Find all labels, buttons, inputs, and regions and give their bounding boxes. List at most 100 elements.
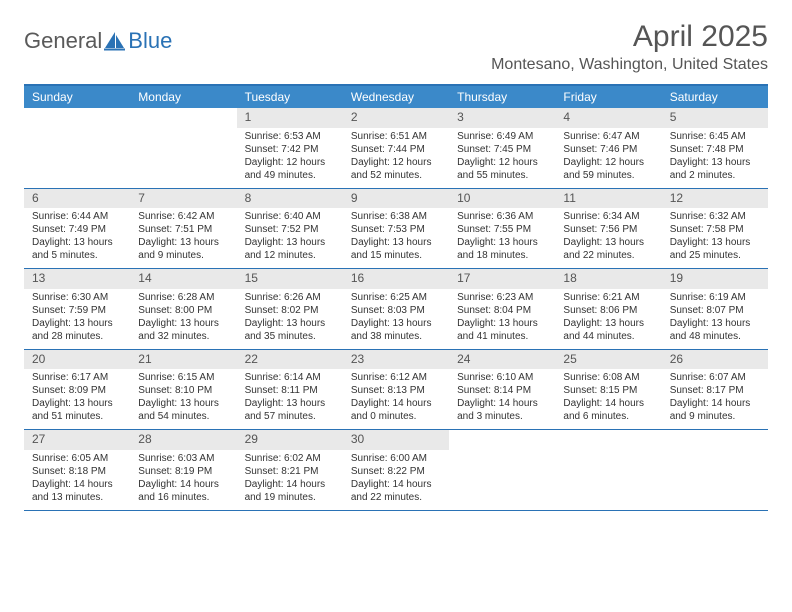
day-body: Sunrise: 6:38 AMSunset: 7:53 PMDaylight:… bbox=[343, 208, 449, 268]
sunrise-line: Sunrise: 6:38 AM bbox=[351, 210, 441, 223]
day-number: 17 bbox=[449, 269, 555, 289]
sunset-line: Sunset: 8:15 PM bbox=[563, 384, 653, 397]
day-number: 1 bbox=[237, 108, 343, 128]
sunrise-line: Sunrise: 6:42 AM bbox=[138, 210, 228, 223]
logo-text-blue: Blue bbox=[128, 28, 172, 54]
daylight-line: Daylight: 13 hours and 44 minutes. bbox=[563, 317, 653, 343]
day-cell: 25Sunrise: 6:08 AMSunset: 8:15 PMDayligh… bbox=[555, 350, 661, 430]
day-number: 21 bbox=[130, 350, 236, 370]
weekday-header: Monday bbox=[130, 86, 236, 108]
day-body: Sunrise: 6:26 AMSunset: 8:02 PMDaylight:… bbox=[237, 289, 343, 349]
sunset-line: Sunset: 7:42 PM bbox=[245, 143, 335, 156]
day-body: Sunrise: 6:32 AMSunset: 7:58 PMDaylight:… bbox=[662, 208, 768, 268]
day-cell bbox=[130, 108, 236, 188]
daylight-line: Daylight: 13 hours and 51 minutes. bbox=[32, 397, 122, 423]
day-body: Sunrise: 6:08 AMSunset: 8:15 PMDaylight:… bbox=[555, 369, 661, 429]
day-body: Sunrise: 6:14 AMSunset: 8:11 PMDaylight:… bbox=[237, 369, 343, 429]
daylight-line: Daylight: 13 hours and 15 minutes. bbox=[351, 236, 441, 262]
daylight-line: Daylight: 13 hours and 5 minutes. bbox=[32, 236, 122, 262]
sunset-line: Sunset: 7:53 PM bbox=[351, 223, 441, 236]
daylight-line: Daylight: 13 hours and 32 minutes. bbox=[138, 317, 228, 343]
sunset-line: Sunset: 7:52 PM bbox=[245, 223, 335, 236]
sunrise-line: Sunrise: 6:03 AM bbox=[138, 452, 228, 465]
daylight-line: Daylight: 12 hours and 52 minutes. bbox=[351, 156, 441, 182]
daylight-line: Daylight: 13 hours and 9 minutes. bbox=[138, 236, 228, 262]
daylight-line: Daylight: 13 hours and 48 minutes. bbox=[670, 317, 760, 343]
day-body: Sunrise: 6:07 AMSunset: 8:17 PMDaylight:… bbox=[662, 369, 768, 429]
daylight-line: Daylight: 13 hours and 35 minutes. bbox=[245, 317, 335, 343]
sunrise-line: Sunrise: 6:21 AM bbox=[563, 291, 653, 304]
page-title: April 2025 bbox=[491, 20, 768, 54]
day-body: Sunrise: 6:53 AMSunset: 7:42 PMDaylight:… bbox=[237, 128, 343, 188]
day-number: 27 bbox=[24, 430, 130, 450]
sunset-line: Sunset: 8:02 PM bbox=[245, 304, 335, 317]
logo-sail-icon bbox=[104, 31, 126, 51]
day-body: Sunrise: 6:34 AMSunset: 7:56 PMDaylight:… bbox=[555, 208, 661, 268]
day-number: 6 bbox=[24, 189, 130, 209]
day-body: Sunrise: 6:10 AMSunset: 8:14 PMDaylight:… bbox=[449, 369, 555, 429]
sunrise-line: Sunrise: 6:08 AM bbox=[563, 371, 653, 384]
sunrise-line: Sunrise: 6:51 AM bbox=[351, 130, 441, 143]
sunset-line: Sunset: 7:48 PM bbox=[670, 143, 760, 156]
day-cell: 18Sunrise: 6:21 AMSunset: 8:06 PMDayligh… bbox=[555, 269, 661, 349]
week-row: 27Sunrise: 6:05 AMSunset: 8:18 PMDayligh… bbox=[24, 430, 768, 511]
day-cell: 4Sunrise: 6:47 AMSunset: 7:46 PMDaylight… bbox=[555, 108, 661, 188]
sunrise-line: Sunrise: 6:36 AM bbox=[457, 210, 547, 223]
day-cell: 10Sunrise: 6:36 AMSunset: 7:55 PMDayligh… bbox=[449, 189, 555, 269]
day-body bbox=[24, 128, 130, 182]
header: General Blue April 2025 Montesano, Washi… bbox=[24, 20, 768, 74]
sunset-line: Sunset: 7:44 PM bbox=[351, 143, 441, 156]
sunrise-line: Sunrise: 6:07 AM bbox=[670, 371, 760, 384]
day-body bbox=[555, 450, 661, 504]
day-body: Sunrise: 6:23 AMSunset: 8:04 PMDaylight:… bbox=[449, 289, 555, 349]
sunrise-line: Sunrise: 6:14 AM bbox=[245, 371, 335, 384]
day-number bbox=[24, 108, 130, 128]
week-row: 1Sunrise: 6:53 AMSunset: 7:42 PMDaylight… bbox=[24, 108, 768, 189]
daylight-line: Daylight: 13 hours and 28 minutes. bbox=[32, 317, 122, 343]
weekday-header: Thursday bbox=[449, 86, 555, 108]
title-block: April 2025 Montesano, Washington, United… bbox=[491, 20, 768, 74]
week-row: 20Sunrise: 6:17 AMSunset: 8:09 PMDayligh… bbox=[24, 350, 768, 431]
weekday-header: Tuesday bbox=[237, 86, 343, 108]
day-body: Sunrise: 6:21 AMSunset: 8:06 PMDaylight:… bbox=[555, 289, 661, 349]
day-number bbox=[130, 108, 236, 128]
day-cell: 16Sunrise: 6:25 AMSunset: 8:03 PMDayligh… bbox=[343, 269, 449, 349]
day-body: Sunrise: 6:00 AMSunset: 8:22 PMDaylight:… bbox=[343, 450, 449, 510]
day-cell: 21Sunrise: 6:15 AMSunset: 8:10 PMDayligh… bbox=[130, 350, 236, 430]
day-number: 20 bbox=[24, 350, 130, 370]
sunrise-line: Sunrise: 6:25 AM bbox=[351, 291, 441, 304]
sunrise-line: Sunrise: 6:15 AM bbox=[138, 371, 228, 384]
day-body: Sunrise: 6:36 AMSunset: 7:55 PMDaylight:… bbox=[449, 208, 555, 268]
day-number: 19 bbox=[662, 269, 768, 289]
daylight-line: Daylight: 14 hours and 9 minutes. bbox=[670, 397, 760, 423]
sunrise-line: Sunrise: 6:32 AM bbox=[670, 210, 760, 223]
calendar: SundayMondayTuesdayWednesdayThursdayFrid… bbox=[24, 84, 768, 511]
daylight-line: Daylight: 12 hours and 59 minutes. bbox=[563, 156, 653, 182]
day-body: Sunrise: 6:44 AMSunset: 7:49 PMDaylight:… bbox=[24, 208, 130, 268]
sunset-line: Sunset: 8:11 PM bbox=[245, 384, 335, 397]
day-cell: 7Sunrise: 6:42 AMSunset: 7:51 PMDaylight… bbox=[130, 189, 236, 269]
day-number: 28 bbox=[130, 430, 236, 450]
logo: General Blue bbox=[24, 20, 172, 54]
day-number: 5 bbox=[662, 108, 768, 128]
day-body: Sunrise: 6:30 AMSunset: 7:59 PMDaylight:… bbox=[24, 289, 130, 349]
sunrise-line: Sunrise: 6:12 AM bbox=[351, 371, 441, 384]
sunset-line: Sunset: 7:56 PM bbox=[563, 223, 653, 236]
day-number: 2 bbox=[343, 108, 449, 128]
day-cell: 14Sunrise: 6:28 AMSunset: 8:00 PMDayligh… bbox=[130, 269, 236, 349]
sunset-line: Sunset: 8:04 PM bbox=[457, 304, 547, 317]
day-number: 13 bbox=[24, 269, 130, 289]
day-body: Sunrise: 6:40 AMSunset: 7:52 PMDaylight:… bbox=[237, 208, 343, 268]
sunset-line: Sunset: 8:21 PM bbox=[245, 465, 335, 478]
day-number bbox=[555, 430, 661, 450]
sunset-line: Sunset: 8:19 PM bbox=[138, 465, 228, 478]
sunrise-line: Sunrise: 6:47 AM bbox=[563, 130, 653, 143]
week-row: 13Sunrise: 6:30 AMSunset: 7:59 PMDayligh… bbox=[24, 269, 768, 350]
day-body: Sunrise: 6:12 AMSunset: 8:13 PMDaylight:… bbox=[343, 369, 449, 429]
day-number: 29 bbox=[237, 430, 343, 450]
day-cell: 13Sunrise: 6:30 AMSunset: 7:59 PMDayligh… bbox=[24, 269, 130, 349]
day-cell: 15Sunrise: 6:26 AMSunset: 8:02 PMDayligh… bbox=[237, 269, 343, 349]
sunset-line: Sunset: 8:06 PM bbox=[563, 304, 653, 317]
sunrise-line: Sunrise: 6:10 AM bbox=[457, 371, 547, 384]
sunset-line: Sunset: 8:22 PM bbox=[351, 465, 441, 478]
